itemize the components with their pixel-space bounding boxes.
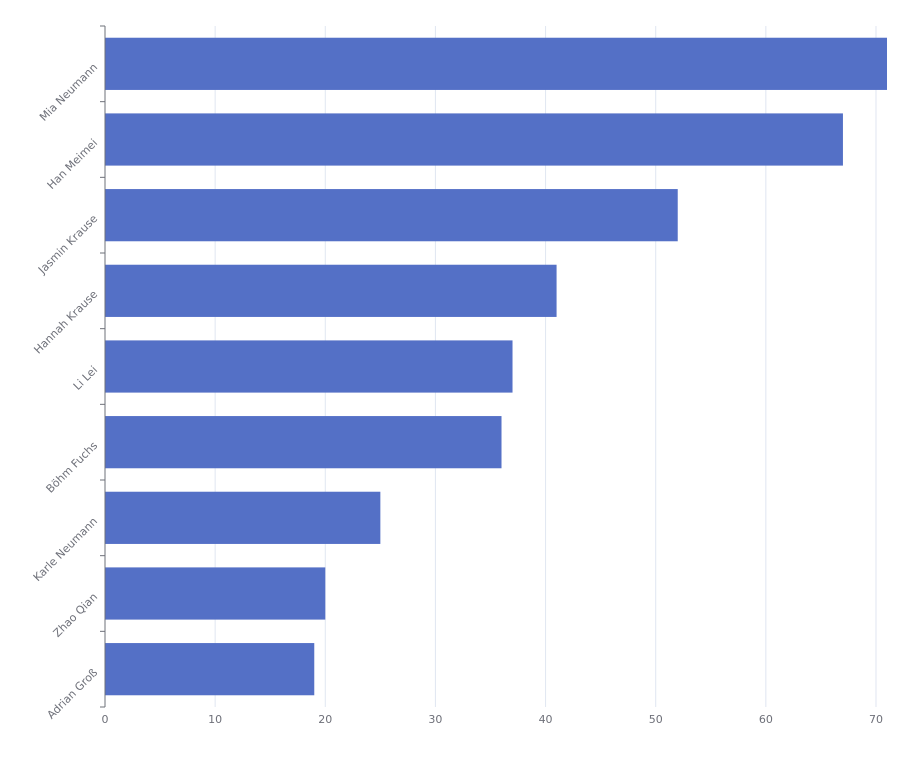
x-tick-label: 60 [759, 713, 773, 726]
y-tick-label: Böhm Fuchs [44, 439, 101, 496]
y-tick-label: Adrian Groß [45, 666, 101, 722]
bar[interactable] [105, 416, 502, 469]
x-tick-label: 40 [539, 713, 553, 726]
bars [105, 37, 887, 696]
y-axis: Mia Neumann Han Meimei Jasmin Krause Hannah… [31, 25, 106, 722]
y-tick-label: Hannah Krause [31, 288, 100, 357]
x-tick-label: 20 [318, 713, 332, 726]
y-tick-label: Jasmin Krause [35, 212, 100, 277]
y-tick-label: Mia Neumann [37, 61, 100, 124]
bar[interactable] [105, 340, 513, 393]
y-tick-label: Li Lei [71, 363, 100, 392]
bar[interactable] [105, 491, 381, 544]
bar[interactable] [105, 567, 326, 620]
bar[interactable] [105, 264, 557, 317]
bar[interactable] [105, 643, 315, 696]
x-tick-label: 30 [428, 713, 442, 726]
x-tick-label: 50 [649, 713, 663, 726]
x-tick-label: 70 [869, 713, 883, 726]
bar[interactable] [105, 113, 843, 166]
x-axis: 0 10 20 30 40 50 60 70 [102, 713, 883, 726]
y-tick-label: Zhao Qian [51, 590, 100, 639]
y-tick-label: Han Meimei [45, 136, 100, 191]
x-tick-label: 10 [208, 713, 222, 726]
y-tick-label: Karle Neumann [31, 515, 100, 584]
x-tick-label: 0 [102, 713, 109, 726]
bar[interactable] [105, 189, 678, 242]
bar[interactable] [105, 37, 887, 90]
